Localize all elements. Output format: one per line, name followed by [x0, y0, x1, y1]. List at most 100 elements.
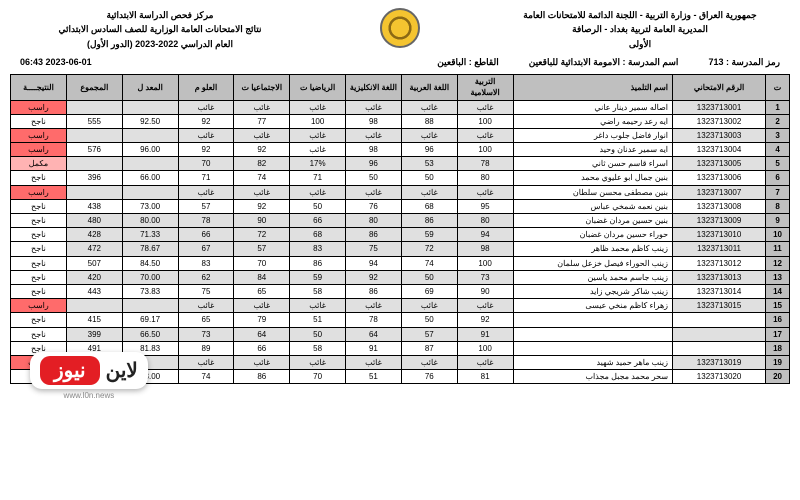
- value-cell: 70: [290, 370, 346, 384]
- student-name-cell: ايه سمير عدنان وحيد: [513, 143, 673, 157]
- result-cell: ناجح: [11, 171, 67, 185]
- value-cell: 59: [401, 228, 457, 242]
- value-cell: 82: [234, 157, 290, 171]
- value-cell: 71: [290, 171, 346, 185]
- results-table: تالرقم الامتحانياسم التلميذالتربية الاسل…: [10, 74, 790, 384]
- column-header: ت: [766, 75, 790, 100]
- value-cell: 98: [457, 242, 513, 256]
- value-cell: غائب: [290, 128, 346, 142]
- value-cell: 98: [346, 114, 402, 128]
- student-name-cell: ايه رعد رحيمه راضي: [513, 114, 673, 128]
- value-cell: 96: [346, 157, 402, 171]
- value-cell: 86: [401, 214, 457, 228]
- value-cell: 89: [178, 341, 234, 355]
- gov-line: جمهورية العراق - وزارة التربية - اللجنة …: [500, 8, 780, 22]
- value-cell: 92: [234, 143, 290, 157]
- value-cell: 73.00: [122, 199, 178, 213]
- value-cell: 84: [234, 270, 290, 284]
- serial-cell: 1: [766, 100, 790, 114]
- value-cell: 58: [290, 284, 346, 298]
- serial-cell: 15: [766, 299, 790, 313]
- value-cell: 80: [346, 214, 402, 228]
- column-header: المجموع: [66, 75, 122, 100]
- result-cell: ناجح: [11, 199, 67, 213]
- header-right-block: جمهورية العراق - وزارة التربية - اللجنة …: [500, 8, 780, 51]
- table-row: 91323713009بنين حسين مردان غضبان80868066…: [11, 214, 790, 228]
- value-cell: 76: [401, 370, 457, 384]
- value-cell: 83: [178, 256, 234, 270]
- value-cell: 71: [178, 171, 234, 185]
- value-cell: 50: [290, 199, 346, 213]
- value-cell: 50: [401, 270, 457, 284]
- watermark-text: لاين: [106, 358, 138, 383]
- result-cell: مكمل: [11, 157, 67, 171]
- value-cell: غائب: [178, 185, 234, 199]
- district-line: الأولى: [500, 37, 780, 51]
- serial-cell: 18: [766, 341, 790, 355]
- value-cell: 68: [290, 228, 346, 242]
- value-cell: غائب: [234, 128, 290, 142]
- exam-id-cell: 1323713004: [673, 143, 766, 157]
- value-cell: غائب: [401, 100, 457, 114]
- value-cell: 51: [346, 370, 402, 384]
- serial-cell: 11: [766, 242, 790, 256]
- table-row: 21323713002ايه رعد رحيمه راضي10088981007…: [11, 114, 790, 128]
- value-cell: 96: [401, 143, 457, 157]
- student-name-cell: زهراء كاظم منخي عيسى: [513, 299, 673, 313]
- value-cell: 67: [178, 242, 234, 256]
- serial-cell: 9: [766, 214, 790, 228]
- value-cell: 59: [290, 270, 346, 284]
- table-row: 101323713010حوراء حسين مردان غضبان945986…: [11, 228, 790, 242]
- document-header: جمهورية العراق - وزارة التربية - اللجنة …: [0, 0, 800, 55]
- iraq-emblem-icon: [380, 8, 420, 48]
- value-cell: 98: [346, 143, 402, 157]
- student-name-cell: اسراء قاسم حسن ثاني: [513, 157, 673, 171]
- column-header: اللغة العربية: [401, 75, 457, 100]
- school-code-label: رمز المدرسة :: [726, 57, 780, 67]
- exam-id-cell: 1323713011: [673, 242, 766, 256]
- table-row: 61323713006بنين جمال ابو عليوي محمد80505…: [11, 171, 790, 185]
- value-cell: غائب: [346, 128, 402, 142]
- table-row: 111323713011زينب كاظم محمد ظاهر987275835…: [11, 242, 790, 256]
- watermark-badge: نيوز: [40, 356, 100, 385]
- exam-id-cell: [673, 327, 766, 341]
- result-cell: راسب: [11, 185, 67, 199]
- value-cell: 62: [178, 270, 234, 284]
- value-cell: غائب: [234, 185, 290, 199]
- meta-row: رمز المدرسة : 713 اسم المدرسة : الامومة …: [0, 55, 800, 74]
- value-cell: غائب: [457, 185, 513, 199]
- result-cell: ناجح: [11, 228, 67, 242]
- header-left-block: مركز فحص الدراسة الابتدائية نتائج الامتح…: [20, 8, 300, 51]
- value-cell: 17%: [290, 157, 346, 171]
- value-cell: غائب: [290, 100, 346, 114]
- value-cell: 73.83: [122, 284, 178, 298]
- column-header: المعد ل: [122, 75, 178, 100]
- value-cell: 78: [178, 214, 234, 228]
- table-row: 1692507851796569.17415ناجح: [11, 313, 790, 327]
- value-cell: [66, 100, 122, 114]
- value-cell: 50: [401, 171, 457, 185]
- value-cell: 77: [234, 114, 290, 128]
- value-cell: 68: [401, 199, 457, 213]
- column-header: الرقم الامتحاني: [673, 75, 766, 100]
- student-name-cell: زينب كاظم محمد ظاهر: [513, 242, 673, 256]
- value-cell: 70.00: [122, 270, 178, 284]
- result-cell: ناجح: [11, 256, 67, 270]
- student-name-cell: زينب ماهر حميد شهيد: [513, 355, 673, 369]
- value-cell: [122, 100, 178, 114]
- value-cell: غائب: [290, 143, 346, 157]
- exam-id-cell: 1323713006: [673, 171, 766, 185]
- value-cell: 69.17: [122, 313, 178, 327]
- value-cell: 58: [290, 341, 346, 355]
- value-cell: 74: [234, 171, 290, 185]
- value-cell: 438: [66, 199, 122, 213]
- serial-cell: 20: [766, 370, 790, 384]
- result-cell: ناجح: [11, 284, 67, 298]
- value-cell: 472: [66, 242, 122, 256]
- value-cell: 72: [401, 242, 457, 256]
- student-name-cell: [513, 341, 673, 355]
- value-cell: غائب: [401, 128, 457, 142]
- value-cell: 83: [290, 242, 346, 256]
- sector-label: القاطع :: [469, 57, 499, 67]
- value-cell: 50: [290, 327, 346, 341]
